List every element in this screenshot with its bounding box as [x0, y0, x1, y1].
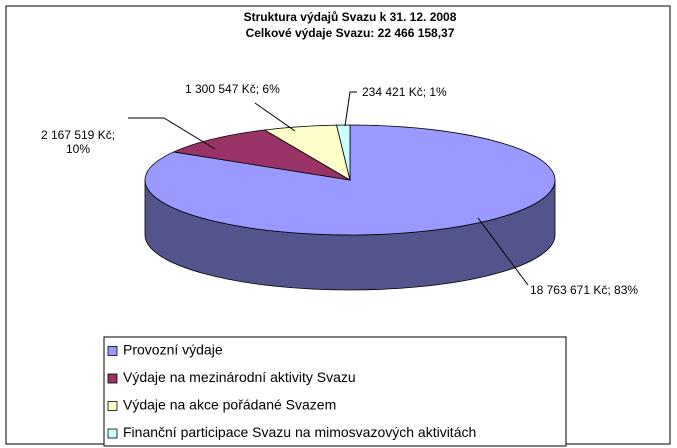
leader-line	[254, 102, 296, 132]
legend-swatch	[107, 428, 118, 439]
data-label: 2 167 519 Kč; 10%	[40, 128, 116, 156]
legend-label: Výdaje na mezinárodní aktivity Svazu	[123, 369, 356, 385]
pie	[144, 124, 556, 291]
legend-box	[103, 336, 567, 447]
chart-title: Struktura výdajů Svazu k 31. 12. 2008	[244, 10, 457, 24]
legend-label: Provozní výdaje	[123, 342, 223, 358]
legend-swatch	[107, 401, 118, 411]
legend-swatch	[107, 346, 118, 356]
data-label: 18 763 671 Kč; 83%	[529, 283, 639, 297]
leader-line	[128, 117, 216, 150]
data-label: 234 421 Kč; 1%	[362, 85, 447, 99]
pie-slice	[336, 124, 351, 181]
legend-label: Finanční participace Svazu na mimosvazov…	[123, 424, 476, 440]
pie-slice	[172, 129, 351, 181]
legend: Provozní výdaje Výdaje na mezinárodní akt…	[107, 342, 476, 440]
leader-lines	[128, 91, 529, 286]
leader-line	[477, 217, 529, 286]
legend-label: Výdaje na akce pořádané Svazem	[123, 397, 336, 413]
data-label: 1 300 547 Kč; 6%	[185, 82, 280, 96]
leader-line	[344, 91, 357, 127]
chart-subtitle: Celkové výdaje Svazu: 22 466 158,37	[246, 26, 455, 40]
legend-swatch	[107, 373, 118, 384]
